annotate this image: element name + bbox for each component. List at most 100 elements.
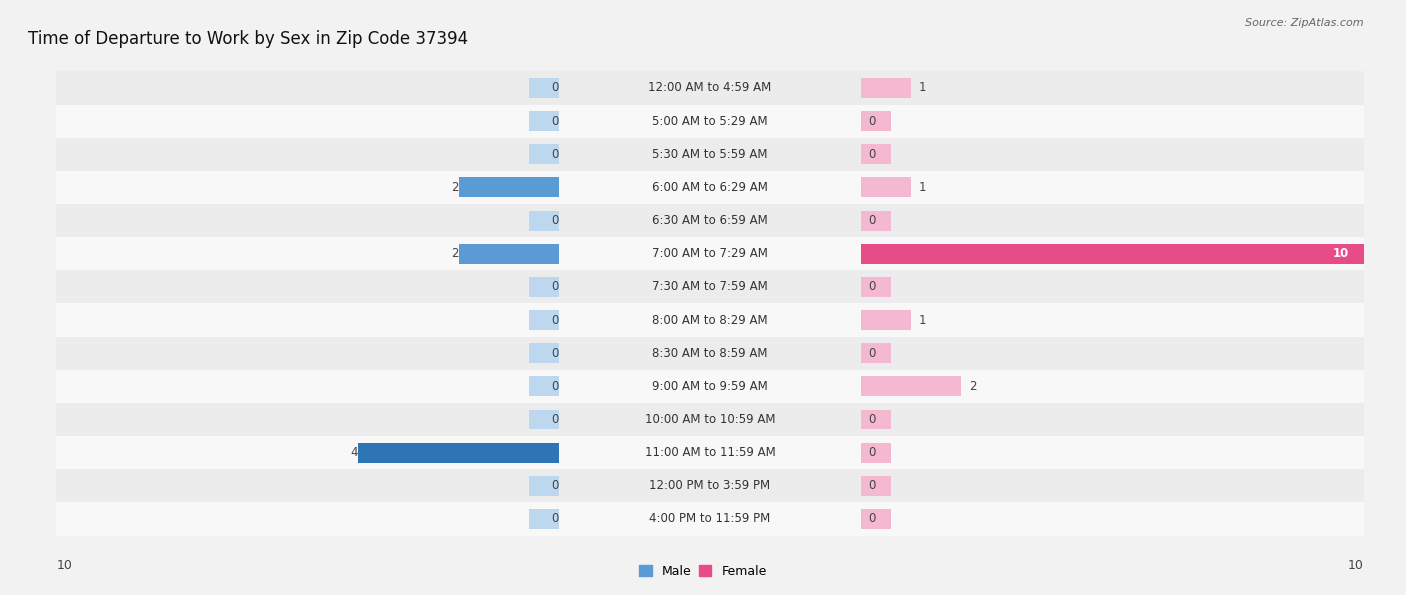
Text: 4: 4	[350, 446, 359, 459]
Text: 8:30 AM to 8:59 AM: 8:30 AM to 8:59 AM	[652, 347, 768, 359]
Text: 1: 1	[918, 181, 927, 194]
Bar	[860, 244, 1364, 264]
Text: 0: 0	[551, 512, 560, 525]
Text: Source: ZipAtlas.com: Source: ZipAtlas.com	[1246, 18, 1364, 28]
Bar	[860, 476, 891, 496]
Bar	[56, 237, 560, 270]
Bar	[56, 369, 560, 403]
Bar	[860, 337, 1364, 369]
Text: 11:00 AM to 11:59 AM: 11:00 AM to 11:59 AM	[645, 446, 775, 459]
Text: 4:00 PM to 11:59 PM: 4:00 PM to 11:59 PM	[650, 512, 770, 525]
Text: 0: 0	[551, 347, 560, 359]
Text: 0: 0	[869, 280, 876, 293]
Bar	[860, 105, 1364, 137]
Bar	[860, 78, 911, 98]
Text: 8:00 AM to 8:29 AM: 8:00 AM to 8:29 AM	[652, 314, 768, 327]
Bar	[860, 211, 891, 230]
Text: 0: 0	[551, 82, 560, 95]
Bar	[529, 509, 560, 529]
Text: 0: 0	[551, 314, 560, 327]
Text: 0: 0	[869, 446, 876, 459]
Bar	[56, 171, 560, 204]
Bar	[860, 303, 1364, 337]
Bar	[56, 403, 560, 436]
Bar	[860, 443, 891, 462]
Bar	[860, 469, 1364, 502]
Bar	[860, 502, 1364, 536]
Bar	[560, 270, 860, 303]
Text: 0: 0	[551, 148, 560, 161]
Bar	[560, 436, 860, 469]
Text: 2: 2	[969, 380, 977, 393]
Text: 1: 1	[918, 314, 927, 327]
Text: 1: 1	[918, 82, 927, 95]
Bar	[860, 137, 1364, 171]
Bar	[860, 409, 891, 430]
Text: 0: 0	[869, 413, 876, 426]
Text: 7:00 AM to 7:29 AM: 7:00 AM to 7:29 AM	[652, 248, 768, 260]
Bar	[560, 137, 860, 171]
Text: 0: 0	[551, 380, 560, 393]
Text: 10: 10	[56, 559, 72, 572]
Bar	[56, 303, 560, 337]
Legend: Male, Female: Male, Female	[634, 560, 772, 583]
Text: 0: 0	[869, 214, 876, 227]
Bar	[529, 145, 560, 164]
Text: 2: 2	[451, 181, 458, 194]
Text: 0: 0	[869, 347, 876, 359]
Text: 2: 2	[451, 248, 458, 260]
Bar	[56, 337, 560, 369]
Bar	[560, 502, 860, 536]
Bar	[56, 469, 560, 502]
Text: 0: 0	[869, 512, 876, 525]
Bar	[860, 403, 1364, 436]
Bar	[860, 509, 891, 529]
Bar	[56, 105, 560, 137]
Text: 0: 0	[551, 280, 560, 293]
Bar	[458, 177, 560, 198]
Bar	[860, 145, 891, 164]
Bar	[560, 237, 860, 270]
Bar	[56, 270, 560, 303]
Bar	[560, 105, 860, 137]
Bar	[529, 343, 560, 363]
Bar	[860, 369, 1364, 403]
Text: 0: 0	[869, 115, 876, 127]
Bar	[56, 137, 560, 171]
Text: 0: 0	[869, 480, 876, 492]
Bar	[560, 469, 860, 502]
Bar	[560, 71, 860, 105]
Bar	[560, 303, 860, 337]
Bar	[860, 111, 891, 131]
Bar	[860, 270, 1364, 303]
Bar	[529, 476, 560, 496]
Text: 5:00 AM to 5:29 AM: 5:00 AM to 5:29 AM	[652, 115, 768, 127]
Bar	[529, 78, 560, 98]
Bar	[529, 377, 560, 396]
Text: 10:00 AM to 10:59 AM: 10:00 AM to 10:59 AM	[645, 413, 775, 426]
Text: 6:30 AM to 6:59 AM: 6:30 AM to 6:59 AM	[652, 214, 768, 227]
Text: Time of Departure to Work by Sex in Zip Code 37394: Time of Departure to Work by Sex in Zip …	[28, 30, 468, 48]
Bar	[560, 369, 860, 403]
Bar	[56, 71, 560, 105]
Text: 0: 0	[551, 214, 560, 227]
Text: 12:00 PM to 3:59 PM: 12:00 PM to 3:59 PM	[650, 480, 770, 492]
Bar	[529, 277, 560, 297]
Bar	[860, 71, 1364, 105]
Bar	[860, 277, 891, 297]
Bar	[359, 443, 560, 462]
Text: 0: 0	[551, 115, 560, 127]
Text: 0: 0	[551, 413, 560, 426]
Bar	[458, 244, 560, 264]
Text: 12:00 AM to 4:59 AM: 12:00 AM to 4:59 AM	[648, 82, 772, 95]
Bar	[860, 237, 1364, 270]
Bar	[560, 337, 860, 369]
Bar	[56, 502, 560, 536]
Bar	[560, 171, 860, 204]
Bar	[860, 343, 891, 363]
Bar	[529, 310, 560, 330]
Text: 7:30 AM to 7:59 AM: 7:30 AM to 7:59 AM	[652, 280, 768, 293]
Text: 9:00 AM to 9:59 AM: 9:00 AM to 9:59 AM	[652, 380, 768, 393]
Bar	[860, 310, 911, 330]
Text: 10: 10	[1333, 248, 1348, 260]
